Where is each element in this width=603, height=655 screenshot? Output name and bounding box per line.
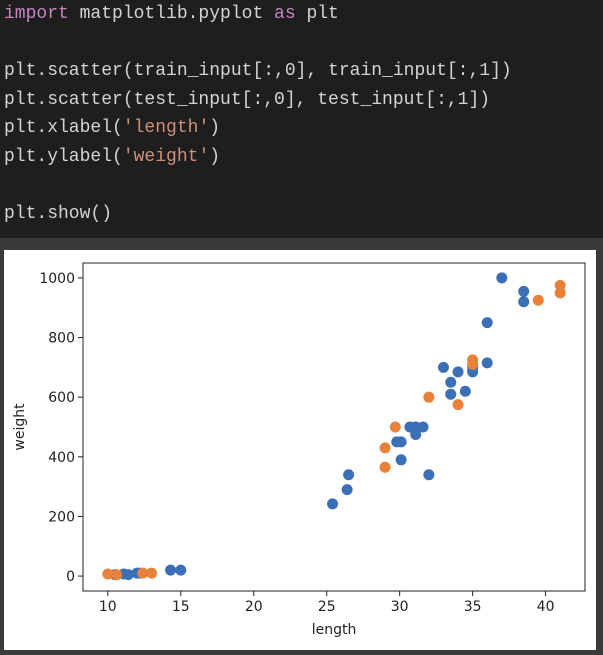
y-tick-label: 0 <box>66 569 75 585</box>
code-line: plt.scatter(test_input[:,0], test_input[… <box>0 86 603 115</box>
point <box>395 436 407 448</box>
code-token: as <box>274 4 296 24</box>
chart: 10 15 20 25 30 35 4002004006008001000lengthwei… <box>4 250 596 650</box>
y-tick-label: 400 <box>48 450 75 466</box>
point <box>410 428 422 440</box>
code-token: ) <box>209 118 221 138</box>
point <box>518 296 530 308</box>
x-tick-label: 30 <box>391 599 409 615</box>
point <box>102 568 114 580</box>
point <box>445 388 457 400</box>
y-tick-label: 800 <box>48 331 75 347</box>
point <box>111 569 123 581</box>
code-cell: import matplotlib.pyplot as plt plt.scatt… <box>0 0 603 238</box>
point <box>137 567 149 579</box>
point <box>481 357 493 369</box>
code-line: plt.scatter(train_input[:,0], train_inpu… <box>0 57 603 86</box>
code-block: import matplotlib.pyplot as plt <box>0 0 603 29</box>
point <box>481 317 493 329</box>
point <box>379 442 391 454</box>
point <box>452 366 464 378</box>
code-token: plt.scatter(train_input[:,0], train_inpu… <box>4 61 512 81</box>
code-block: plt.show() <box>0 200 603 229</box>
y-tick-label: 1000 <box>39 271 75 287</box>
x-tick-label: 35 <box>464 599 482 615</box>
point <box>389 421 401 433</box>
point <box>395 454 407 466</box>
code-token: plt.ylabel( <box>4 146 123 167</box>
code-line: plt.ylabel('weight') <box>0 143 603 172</box>
point <box>341 484 353 496</box>
point <box>437 361 449 373</box>
point <box>165 564 177 576</box>
x-tick-label: 25 <box>318 599 336 615</box>
code-token: plt <box>295 4 339 24</box>
code-token: matplotlib.pyplot <box>68 4 275 24</box>
point <box>327 498 339 510</box>
code-token: 'length' <box>122 118 210 138</box>
point <box>532 294 544 306</box>
code-line: plt.xlabel('length') <box>0 114 603 143</box>
point <box>423 469 435 481</box>
x-tick-label: 40 <box>537 599 555 615</box>
point <box>343 469 355 481</box>
point <box>452 399 464 411</box>
x-tick-label: 20 <box>245 599 263 615</box>
axes-frame <box>82 262 586 592</box>
output-area: 10 15 20 25 30 35 40 0 200 400 600 800 1000 length wei… <box>0 238 603 655</box>
y-tick-label: 600 <box>48 390 75 406</box>
point <box>122 569 134 581</box>
point <box>445 376 457 388</box>
point <box>423 391 435 403</box>
y-axis-label: weight <box>12 403 28 451</box>
code-line: import matplotlib.pyplot as plt <box>0 0 603 29</box>
point <box>417 421 429 433</box>
code-token: ) <box>209 146 221 167</box>
code-token: plt.xlabel( <box>4 118 123 138</box>
y-tick-label: 200 <box>48 509 75 525</box>
point <box>146 567 158 579</box>
code-line: plt.show() <box>0 200 603 229</box>
point <box>518 285 530 297</box>
code-token: plt.scatter(test_input[:,0], test_input[… <box>4 89 491 110</box>
point <box>379 461 391 473</box>
point <box>496 272 508 284</box>
code-token: import <box>4 4 69 24</box>
point <box>554 287 566 299</box>
x-tick-label: 15 <box>172 599 190 615</box>
x-axis-label: length <box>312 622 357 638</box>
code-token: 'weight' <box>122 146 210 167</box>
point <box>467 358 479 370</box>
point <box>175 564 187 576</box>
x-tick-label: 10 <box>99 599 117 615</box>
code-block: plt.scatter(train_input[:,0], train_inpu… <box>0 57 603 171</box>
code-token: plt.show() <box>4 203 113 224</box>
point <box>459 385 471 397</box>
